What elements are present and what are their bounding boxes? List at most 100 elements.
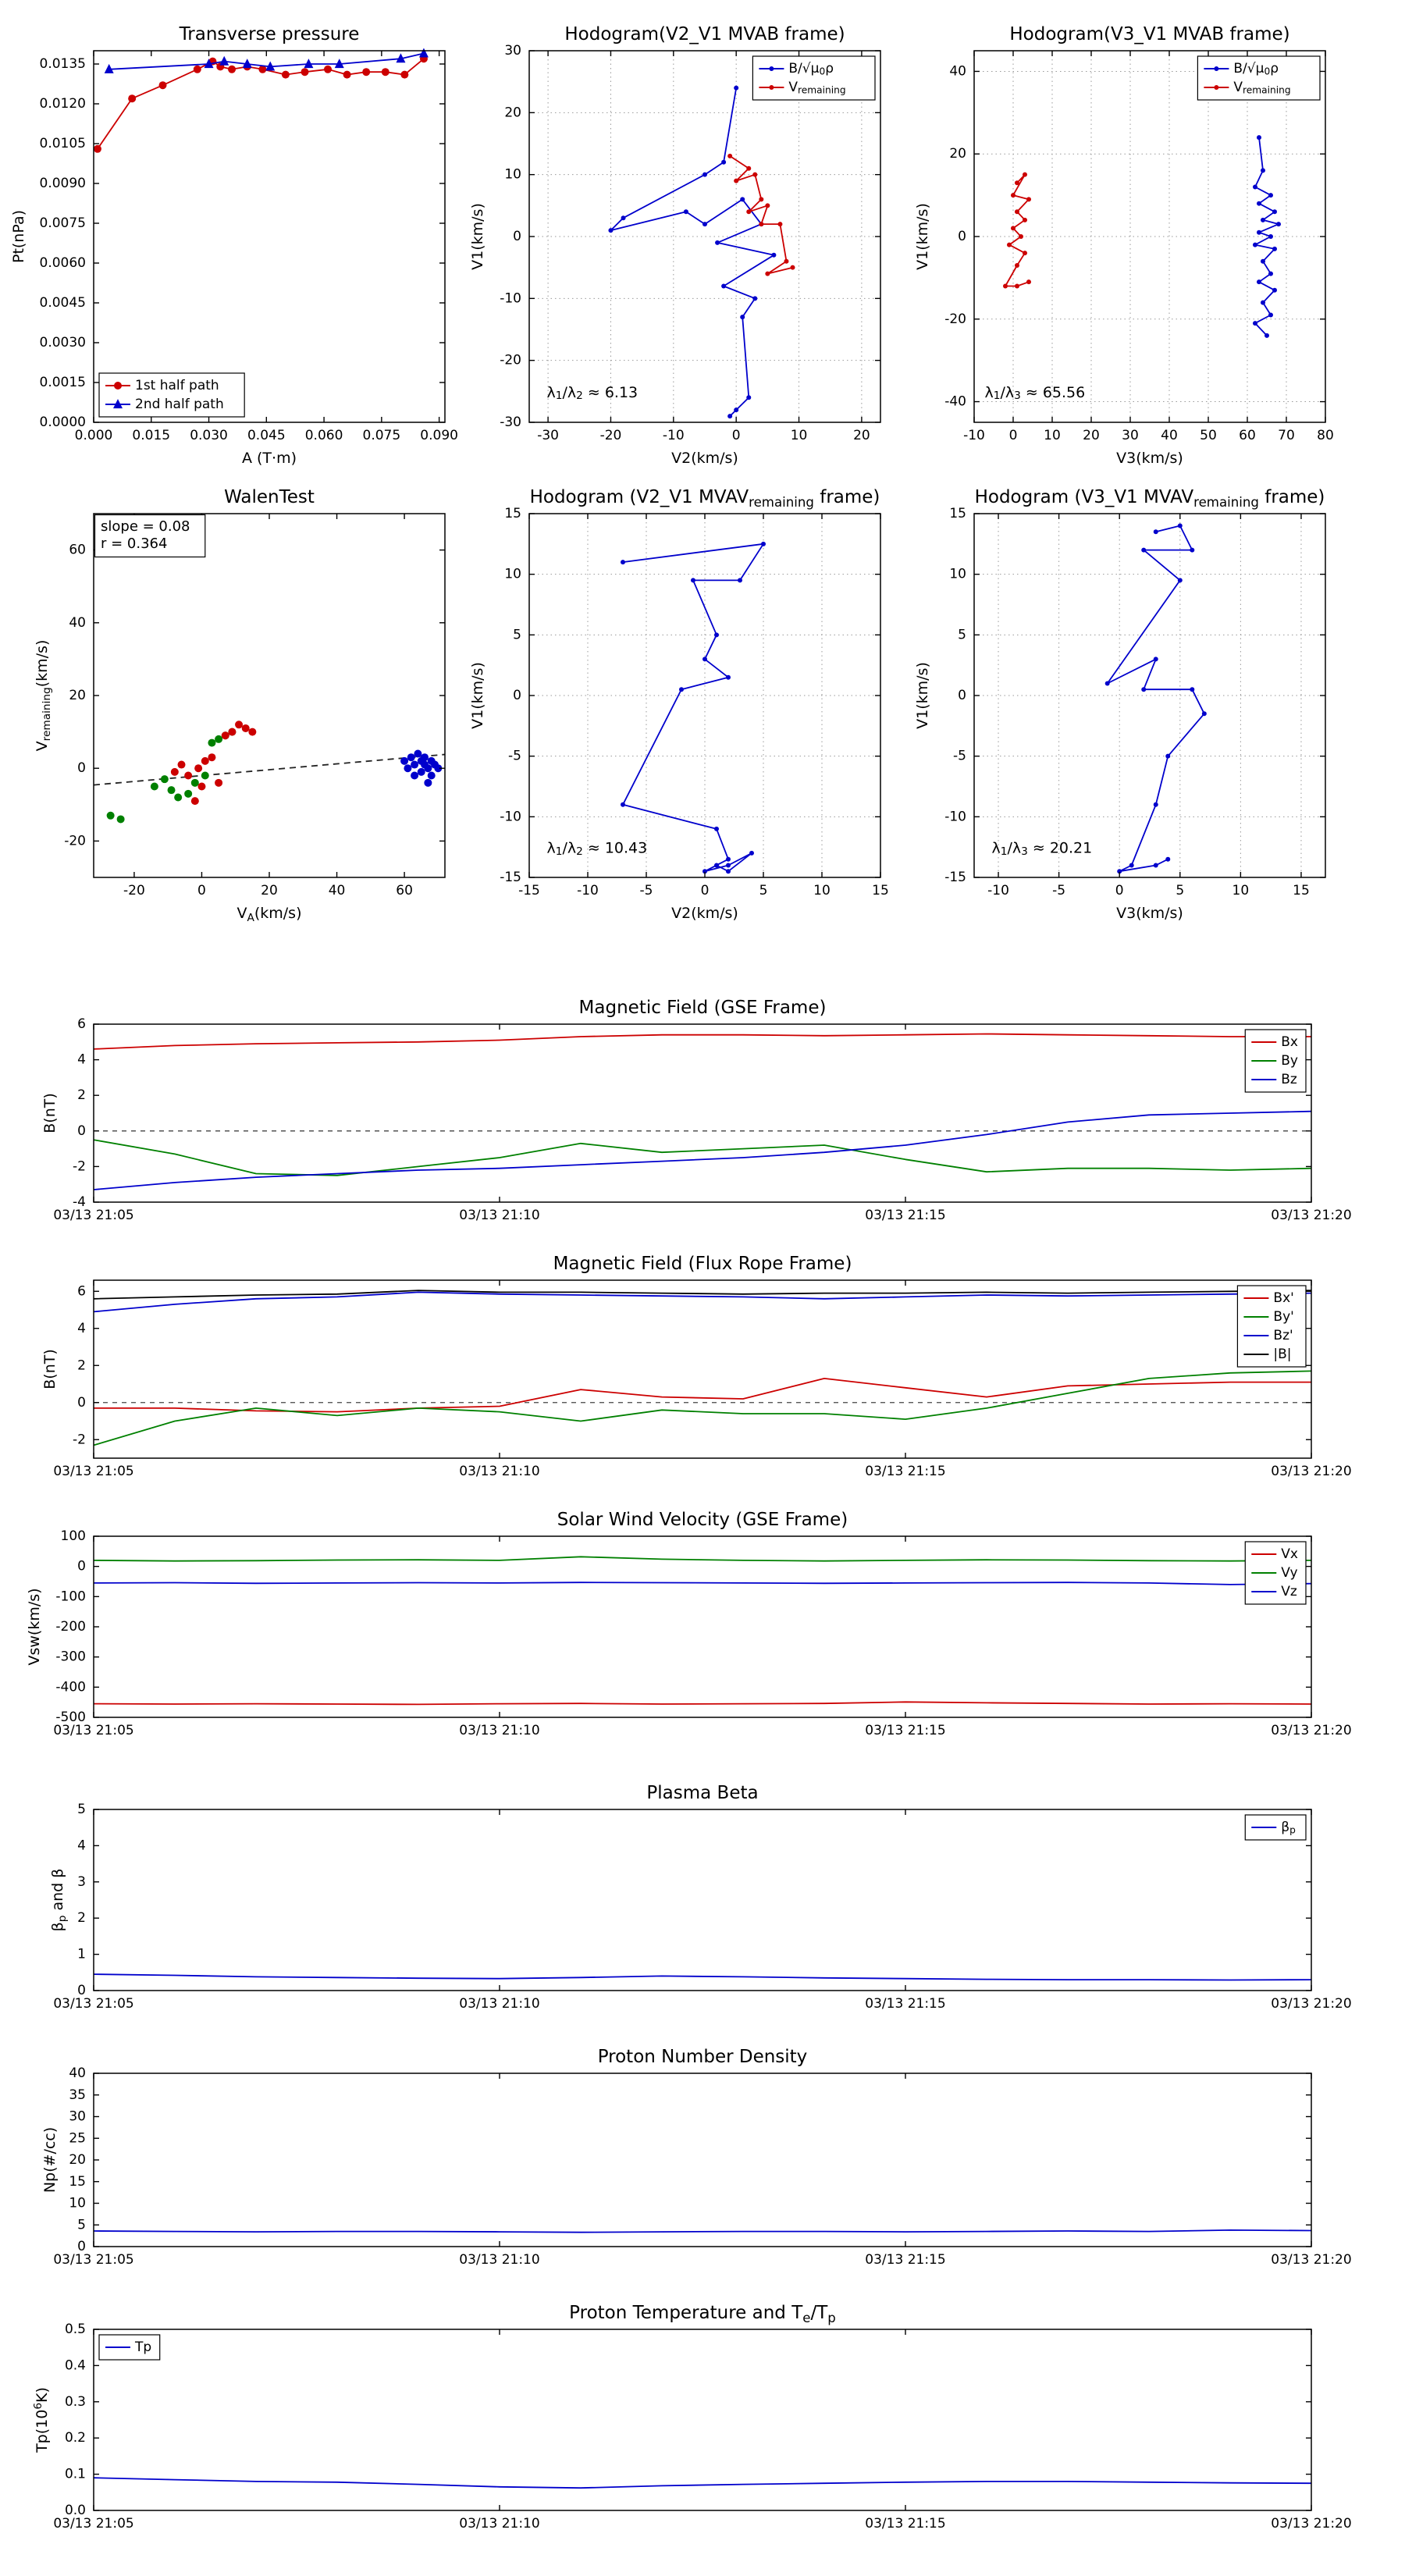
y-tick-label: 2 bbox=[77, 1357, 86, 1373]
x-tick-label: 03/13 21:05 bbox=[53, 2516, 133, 2532]
y-tick-label: 0.5 bbox=[65, 2322, 86, 2337]
proton-temperature-svg: 03/13 21:05 03/13 21:10 03/13 21:15 03/13 2… bbox=[32, 2303, 1352, 2532]
x-tick-label: -20 bbox=[123, 883, 145, 898]
chart-hodogram-v3v1-mvab: -10 0 10 20 30 40 50 60 70 80 -40 -20 0 20 40 Hodogram(… bbox=[914, 24, 1334, 467]
y-tick-label: 0 bbox=[513, 688, 521, 703]
x-tick-label: 03/13 21:10 bbox=[459, 1996, 539, 2012]
chart-title: Proton Temperature and Te​/Tp​ bbox=[569, 2303, 836, 2325]
point-marker bbox=[1007, 242, 1012, 247]
y-tick-label: 0.0090 bbox=[40, 176, 86, 191]
point-marker bbox=[1165, 753, 1171, 759]
triangle-marker bbox=[204, 59, 214, 69]
plasma-beta-svg: 03/13 21:05 03/13 21:10 03/13 21:15 03/13 2… bbox=[49, 1783, 1352, 2012]
point-marker bbox=[761, 541, 766, 546]
point-marker bbox=[1257, 201, 1261, 206]
legend: B/√μ0​ρ Vremaining​ bbox=[1197, 55, 1321, 101]
point-marker bbox=[734, 178, 739, 183]
point-marker bbox=[421, 753, 429, 762]
y-tick-label: 0.1 bbox=[65, 2467, 86, 2482]
point-marker bbox=[746, 209, 752, 215]
y-tick-label: -30 bbox=[500, 415, 521, 430]
x-tick-label: 03/13 21:05 bbox=[53, 1996, 133, 2012]
x-tick-label: 60 bbox=[1239, 428, 1256, 443]
hodogram-v3v1-mvav-svg: -10 -5 0 5 10 15 -15 -10 -5 0 5 10 15 Hodogram (V3_V1… bbox=[914, 487, 1326, 922]
annotation-text: λ1​/λ2​ ≈ 6.13 bbox=[547, 383, 638, 402]
legend-label: Tp bbox=[134, 2339, 151, 2355]
point-marker bbox=[241, 724, 250, 732]
chart-title: Solar Wind Velocity (GSE Frame) bbox=[557, 1510, 848, 1530]
point-marker bbox=[1268, 312, 1273, 318]
y-tick-label: 0.0075 bbox=[40, 215, 86, 231]
point-marker bbox=[301, 68, 309, 76]
y-tick-label: 0.0030 bbox=[40, 335, 86, 350]
x-tick-label: 03/13 21:15 bbox=[865, 2516, 945, 2532]
point-marker bbox=[235, 720, 244, 729]
y-tick-label: -15 bbox=[500, 870, 521, 885]
point-marker bbox=[740, 315, 745, 320]
series-B/sqrt(mu0rho) bbox=[1253, 135, 1281, 338]
y-tick-label: 30 bbox=[69, 2109, 86, 2125]
x-tick-label: 03/13 21:05 bbox=[53, 1723, 133, 1738]
y-tick-label: 1 bbox=[77, 1947, 86, 1962]
chart-title: Hodogram(V3_V1 MVAB frame) bbox=[1009, 24, 1289, 44]
point-marker bbox=[771, 252, 777, 258]
x-tick-label: -10 bbox=[577, 883, 599, 898]
x-tick-label: 0.030 bbox=[190, 428, 228, 443]
point-marker bbox=[721, 159, 727, 165]
x-axis-label: VA​(km/s) bbox=[237, 905, 301, 924]
series-By bbox=[93, 1139, 1312, 1176]
x-tick-label: 03/13 21:10 bbox=[459, 2516, 539, 2532]
point-marker bbox=[1003, 283, 1008, 289]
legend-label: Bz bbox=[1281, 1072, 1297, 1087]
x-tick-label: 50 bbox=[1200, 428, 1217, 443]
y-tick-label: 6 bbox=[77, 1016, 86, 1032]
y-tick-label: 0 bbox=[77, 760, 86, 776]
chart-proton-temperature: 03/13 21:05 03/13 21:10 03/13 21:15 03/13 2… bbox=[32, 2303, 1352, 2532]
y-tick-label: 0.0 bbox=[65, 2503, 86, 2518]
y-tick-label: 0 bbox=[77, 1123, 86, 1139]
x-tick-label: 30 bbox=[1122, 428, 1139, 443]
point-marker bbox=[1261, 300, 1265, 305]
y-tick-label: 5 bbox=[513, 627, 521, 642]
point-marker bbox=[683, 209, 688, 215]
x-tick-label: 03/13 21:15 bbox=[865, 1996, 945, 2012]
point-marker bbox=[1141, 547, 1147, 553]
point-marker bbox=[1165, 856, 1171, 862]
chart-proton-density: 03/13 21:05 03/13 21:10 03/13 21:15 03/13 2… bbox=[41, 2047, 1352, 2268]
x-tick-label: 0 bbox=[732, 428, 741, 443]
series-By' bbox=[93, 1370, 1312, 1446]
x-tick-label: 5 bbox=[759, 883, 768, 898]
point-marker bbox=[1011, 193, 1016, 198]
x-tick-label: 03/13 21:05 bbox=[53, 1464, 133, 1479]
point-marker bbox=[734, 407, 739, 413]
point-marker bbox=[208, 753, 216, 762]
x-tick-label: 03/13 21:15 bbox=[865, 1723, 945, 1738]
chart-title: Plasma Beta bbox=[646, 1783, 758, 1803]
y-tick-label: -400 bbox=[55, 1679, 86, 1695]
x-tick-label: 0.045 bbox=[247, 428, 286, 443]
point-marker bbox=[1257, 229, 1261, 235]
point-marker bbox=[248, 728, 257, 736]
y-tick-label: 40 bbox=[69, 615, 86, 631]
legend-label: Vz bbox=[1281, 1584, 1297, 1599]
x-axis-label: V2(km/s) bbox=[671, 905, 738, 922]
x-axis-label: V2(km/s) bbox=[671, 450, 738, 467]
x-tick-label: 03/13 21:10 bbox=[459, 1208, 539, 1223]
chart-title: Proton Number Density bbox=[598, 2047, 808, 2067]
y-tick-label: 100 bbox=[61, 1528, 86, 1544]
chart-hodogram-v3v1-mvav: -10 -5 0 5 10 15 -15 -10 -5 0 5 10 15 Hodogram (V3_V1… bbox=[914, 487, 1326, 922]
point-marker bbox=[434, 764, 443, 773]
series-Vy bbox=[93, 1556, 1312, 1562]
y-tick-label: 0 bbox=[77, 2239, 86, 2254]
point-marker bbox=[1019, 234, 1023, 239]
point-marker bbox=[404, 764, 412, 773]
point-marker bbox=[414, 749, 422, 758]
chart-solar-wind-velocity: 03/13 21:05 03/13 21:10 03/13 21:15 03/13 2… bbox=[26, 1510, 1352, 1738]
x-axis-label: V3(km/s) bbox=[1116, 905, 1183, 922]
y-tick-label: 0 bbox=[513, 229, 521, 244]
point-marker bbox=[1011, 226, 1016, 231]
chart-hodogram-v2v1-mvav: -15 -10 -5 0 5 10 15 -15 -10 -5 0 5 10 15 Hodogram (V2… bbox=[469, 487, 889, 922]
chart-walen-test: -20 0 20 40 60 -20 0 20 40 60 WalenTest VA​(km/s) Vr… bbox=[34, 487, 446, 924]
hodogram-v3v1-mvab-svg: -10 0 10 20 30 40 50 60 70 80 -40 -20 0 20 40 Hodogram(… bbox=[914, 24, 1334, 467]
y-tick-label: -40 bbox=[944, 394, 966, 410]
